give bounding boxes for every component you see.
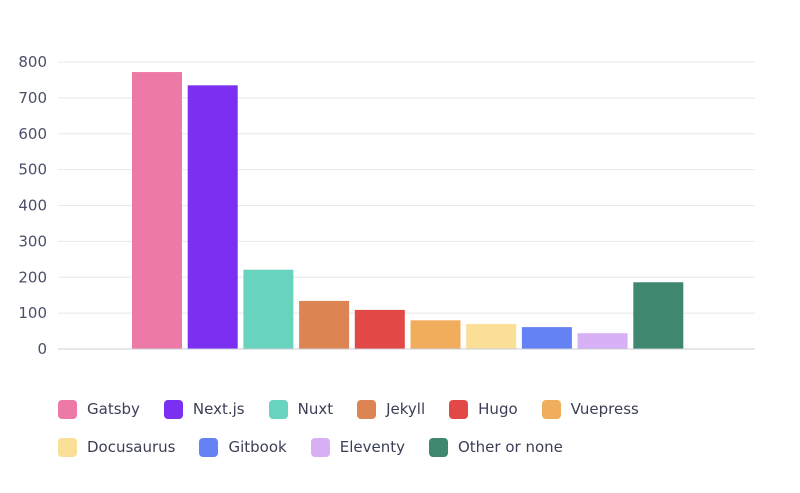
bars — [132, 72, 684, 350]
y-tick-label: 500 — [18, 161, 47, 179]
legend-item-gatsby[interactable]: Gatsby — [58, 399, 140, 419]
bar-vuepress[interactable] — [410, 320, 461, 349]
legend-item-hugo[interactable]: Hugo — [449, 399, 518, 419]
legend-row-2: Docusaurus Gitbook Eleventy Other or non… — [58, 428, 778, 466]
y-tick-label: 600 — [18, 125, 47, 143]
bar-eleventy[interactable] — [577, 333, 628, 349]
bar-nuxt[interactable] — [243, 269, 294, 349]
y-tick-label: 400 — [18, 197, 47, 215]
legend-label: Next.js — [192, 400, 245, 418]
legend-swatch — [541, 399, 561, 419]
legend-label: Hugo — [478, 400, 518, 418]
legend-label: Gitbook — [228, 438, 287, 456]
bar-other-or-none[interactable] — [633, 282, 684, 349]
y-tick-label: 300 — [18, 232, 47, 250]
legend-item-vuepress[interactable]: Vuepress — [541, 399, 639, 419]
bar-next-js[interactable] — [187, 85, 238, 349]
legend-swatch — [58, 437, 77, 457]
legend-label: Eleventy — [339, 438, 405, 456]
y-axis-ticks: 0 100 200 300 400 500 600 700 800 — [18, 53, 47, 358]
y-tick-label: 700 — [18, 89, 47, 107]
y-tick-label: 200 — [18, 268, 47, 286]
legend-swatch — [428, 437, 448, 457]
legend-label: Vuepress — [570, 400, 639, 418]
legend-label: Nuxt — [297, 400, 334, 418]
legend-swatch — [199, 437, 219, 457]
bar-jekyll[interactable] — [299, 300, 350, 349]
bar-docusaurus[interactable] — [466, 323, 517, 349]
legend-label: Gatsby — [87, 400, 140, 418]
bar-gatsby[interactable] — [132, 72, 182, 350]
y-tick-label: 100 — [18, 304, 47, 322]
legend-row-1: Gatsby Next.js Nuxt Jekyll Hugo Vuepress — [58, 390, 778, 428]
legend-item-eleventy[interactable]: Eleventy — [310, 437, 405, 457]
legend-label: Other or none — [457, 438, 563, 456]
y-tick-label: 800 — [18, 53, 47, 71]
legend-swatch — [357, 399, 377, 419]
legend-swatch — [163, 399, 183, 419]
legend-swatch — [310, 437, 330, 457]
legend-item-gitbook[interactable]: Gitbook — [199, 437, 287, 457]
y-tick-label: 0 — [37, 340, 47, 358]
legend-label: Docusaurus — [87, 438, 176, 456]
legend-item-nuxt[interactable]: Nuxt — [268, 399, 334, 419]
legend-item-docusaurus[interactable]: Docusaurus — [58, 437, 176, 457]
legend-item-jekyll[interactable]: Jekyll — [357, 399, 426, 419]
legend-swatch — [449, 399, 469, 419]
legend-item-nextjs[interactable]: Next.js — [163, 399, 245, 419]
legend-swatch — [58, 399, 77, 419]
legend-item-other-or-none[interactable]: Other or none — [428, 437, 563, 457]
legend-swatch — [268, 399, 288, 419]
bar-gitbook[interactable] — [521, 327, 572, 349]
legend-label: Jekyll — [386, 400, 426, 418]
bar-hugo[interactable] — [354, 309, 405, 349]
legend: Gatsby Next.js Nuxt Jekyll Hugo Vuepress — [58, 390, 778, 466]
